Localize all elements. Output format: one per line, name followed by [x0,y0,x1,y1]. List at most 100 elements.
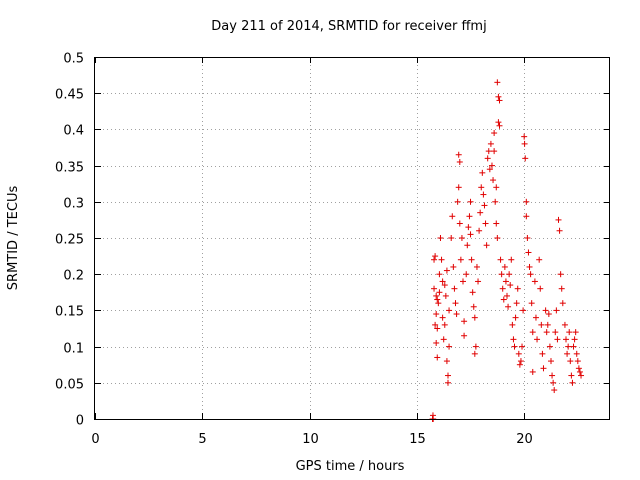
data-point [553,307,560,314]
data-point [528,300,535,307]
y-tick-label: 0 [76,414,84,429]
data-point [432,253,439,260]
data-point [496,122,503,129]
data-point [490,177,497,184]
data-point [542,307,549,314]
data-point [473,263,480,270]
data-point [532,314,539,321]
data-point [495,93,502,100]
data-point [501,263,508,270]
data-point [567,358,574,365]
data-point [500,296,507,303]
data-point [467,231,474,238]
data-point [540,365,547,372]
data-point [563,336,570,343]
data-point [573,350,580,357]
data-point [483,242,490,249]
y-tick-label: 0.4 [63,124,84,139]
data-point [514,285,521,292]
y-tick-label: 0.15 [55,305,84,320]
data-point [551,387,558,394]
data-point [442,292,449,299]
data-point [457,256,464,263]
data-point [522,155,529,162]
data-point [436,271,443,278]
data-point [434,296,441,303]
data-point [484,155,491,162]
data-point [482,220,489,227]
data-point [443,358,450,365]
data-point [472,343,479,350]
data-point [561,321,568,328]
data-point [439,314,446,321]
data-point [525,249,532,256]
y-tick-label: 0.45 [55,88,84,103]
data-point [529,368,536,375]
data-point [464,242,471,249]
data-point [521,133,528,140]
data-point [475,278,482,285]
data-point [463,271,470,278]
data-point [499,285,506,292]
data-point [538,321,545,328]
data-point [450,263,457,270]
data-point [544,321,551,328]
data-point [461,332,468,339]
data-point [515,350,522,357]
data-point [546,343,553,350]
data-point [456,158,463,165]
data-point [434,354,441,361]
data-point [569,379,576,386]
data-point [446,307,453,314]
data-point [494,235,501,241]
data-point [487,140,494,147]
data-point [454,198,461,205]
data-point [504,292,510,299]
data-point [556,227,563,234]
data-point [455,184,462,191]
data-point [496,97,503,104]
data-point [486,166,493,173]
data-point [572,329,579,336]
data-point [506,271,513,278]
data-point [491,148,498,155]
data-point [520,307,527,314]
data-point [516,361,523,368]
data-point [436,289,443,296]
x-tick-label: 0 [91,432,99,447]
data-point [550,379,557,386]
data-point [502,278,509,285]
data-point [491,130,498,137]
data-point [554,336,561,343]
data-point [523,198,530,205]
data-point [452,300,459,307]
data-point [508,256,515,263]
x-tick-label: 10 [302,432,319,447]
data-point [557,271,564,278]
data-point [523,213,530,220]
data-point [524,235,531,241]
x-tick-label: 15 [409,432,426,447]
data-point [477,209,484,216]
data-point [443,267,450,274]
data-point [480,191,487,198]
data-point [536,256,543,263]
data-point [453,311,460,318]
grid-layer [95,57,610,419]
data-point [432,321,439,328]
y-tick-label: 0.1 [63,342,84,357]
data-point [571,336,578,343]
chart-title: Day 211 of 2014, SRMTID for receiver ffm… [211,19,486,34]
data-point [441,321,448,328]
data-point [460,278,467,285]
data-point [578,372,585,379]
data-point [493,184,500,191]
data-point [469,289,476,296]
plot-frame [94,57,610,420]
data-point [461,318,468,325]
data-point [468,256,475,263]
data-point [568,372,575,379]
data-point [549,372,556,379]
data-point [517,358,524,365]
x-axis-label: GPS time / hours [296,459,405,474]
